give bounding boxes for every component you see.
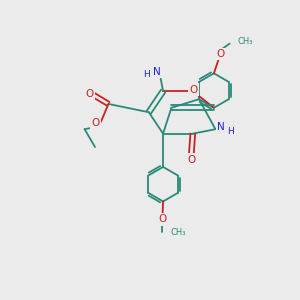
Text: O: O xyxy=(187,155,195,165)
Text: H: H xyxy=(227,127,234,136)
Text: O: O xyxy=(92,118,100,128)
Text: CH₃: CH₃ xyxy=(171,228,186,237)
Text: O: O xyxy=(216,49,225,59)
Text: H: H xyxy=(143,70,150,79)
Text: O: O xyxy=(189,85,197,95)
Text: O: O xyxy=(85,89,93,99)
Text: O: O xyxy=(158,214,166,224)
Text: CH₃: CH₃ xyxy=(238,37,254,46)
Text: N: N xyxy=(217,122,225,132)
Text: N: N xyxy=(153,67,161,77)
